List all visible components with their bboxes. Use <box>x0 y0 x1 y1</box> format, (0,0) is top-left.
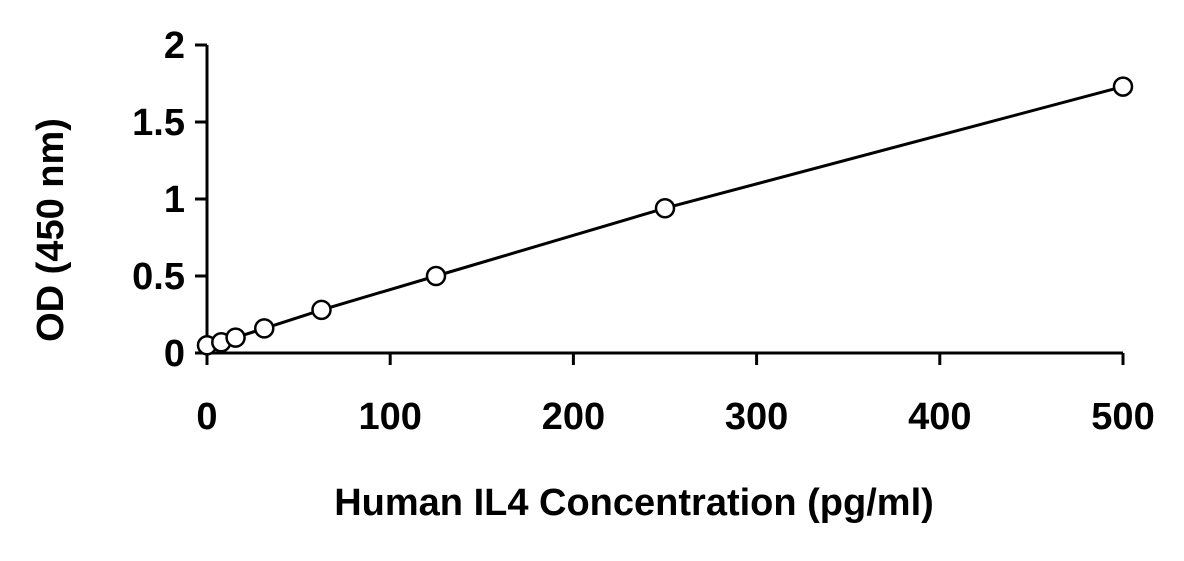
data-point <box>254 318 275 339</box>
data-point <box>1112 76 1134 97</box>
data-point <box>225 327 246 348</box>
y-tick-label: 0.5 <box>132 256 185 298</box>
x-tick-label: 400 <box>908 396 971 438</box>
x-tick-label: 100 <box>358 396 421 438</box>
x-tick-label: 300 <box>725 396 788 438</box>
data-points <box>196 76 1134 356</box>
data-point <box>425 265 447 287</box>
y-tick-label: 1.5 <box>132 102 185 144</box>
y-tick-label: 1 <box>164 179 185 221</box>
y-axis-ticks: 0 0.5 1 1.5 2 <box>132 25 207 375</box>
data-point <box>311 299 332 321</box>
y-tick-label: 0 <box>164 333 185 375</box>
x-tick-label: 0 <box>196 396 217 438</box>
x-tick-label: 500 <box>1091 396 1154 438</box>
y-axis-label: OD (450 nm) <box>30 118 72 342</box>
data-point <box>654 197 676 219</box>
x-axis-label: Human IL4 Concentration (pg/ml) <box>334 482 934 524</box>
y-tick-label: 2 <box>164 25 185 67</box>
x-tick-label: 200 <box>542 396 605 438</box>
x-axis-ticks: 0 100 200 300 400 500 <box>196 353 1155 438</box>
